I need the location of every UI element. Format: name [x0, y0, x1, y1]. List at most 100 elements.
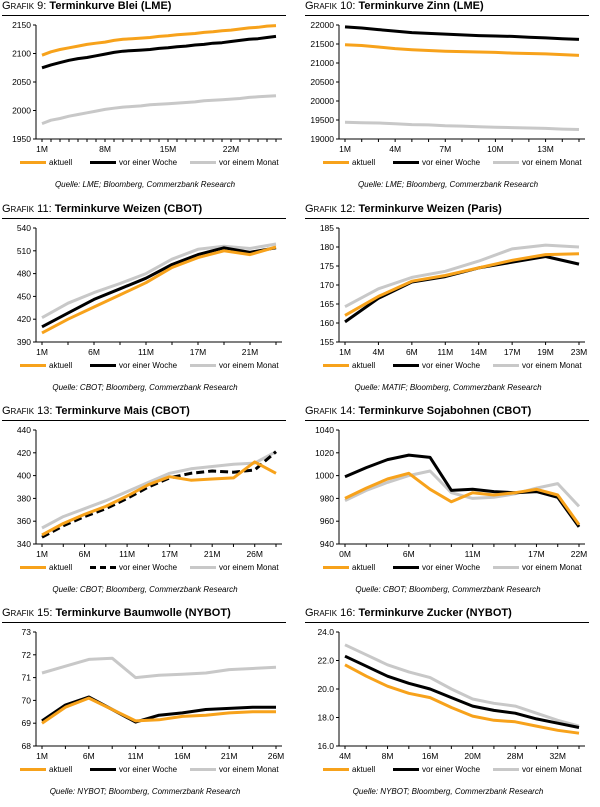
x-tick-label: 15M [160, 144, 177, 154]
legend-label: aktuell [352, 158, 376, 167]
series-line-current [41, 696, 276, 725]
y-tick-label: 360 [17, 516, 31, 526]
legend-label: vor einem Monat [219, 158, 279, 167]
title-rule [2, 622, 286, 623]
series-line-month [344, 643, 580, 728]
legend-item-week: vor einer Woche [90, 765, 177, 774]
y-tick-label: 22000 [310, 20, 334, 30]
x-tick-label: 1M [36, 347, 48, 357]
source-note: Quelle: LME; Bloomberg, Commerzbank Rese… [357, 180, 539, 189]
chart-panel: Grafik 16: Terminkurve Zucker (NYBOT) 16.… [303, 607, 593, 805]
legend-swatch [323, 768, 349, 772]
legend-swatch [393, 768, 419, 772]
series-line-current [41, 24, 277, 57]
legend-item-current: aktuell [323, 563, 375, 572]
legend-label: vor einer Woche [119, 158, 178, 167]
x-tick-label: 20M [464, 751, 481, 761]
y-tick-label: 440 [17, 425, 31, 435]
legend-swatch [90, 364, 116, 368]
x-tick-label: 16M [174, 751, 191, 761]
y-tick-label: 940 [320, 539, 334, 549]
x-tick-label: 11M [119, 549, 135, 559]
series-line-week [344, 453, 581, 528]
legend-swatch [323, 364, 349, 368]
y-tick-label: 72 [22, 650, 32, 660]
legend-label: vor einer Woche [422, 765, 481, 774]
title-rule [2, 420, 286, 421]
series-line-current [344, 471, 581, 526]
x-tick-label: 11M [128, 751, 144, 761]
legend-swatch [393, 161, 419, 165]
x-tick-label: 21M [221, 751, 238, 761]
x-tick-label: 6M [406, 347, 418, 357]
legend-label: vor einem Monat [522, 563, 582, 572]
legend-swatch [20, 768, 46, 772]
x-tick-label: 4M [389, 144, 401, 154]
chart-panel: Grafik 14: Terminkurve Sojabohnen (CBOT)… [303, 405, 593, 603]
legend-label: vor einem Monat [522, 361, 582, 370]
title-rule [305, 15, 589, 16]
chart-title: Grafik 11: Terminkurve Weizen (CBOT) [2, 203, 203, 215]
legend-item-current: aktuell [20, 361, 72, 370]
chart-title: Grafik 12: Terminkurve Weizen (Paris) [305, 203, 502, 215]
x-tick-label: 17M [504, 347, 521, 357]
y-tick-label: 480 [17, 269, 31, 279]
chart-plot: 16.0 18.0 20.0 22.0 24.0 4M 8M 16M 20M 28M 32M [317, 627, 585, 761]
x-tick-label: 32M [549, 751, 566, 761]
chart-plot: 940 960 980 1000 1020 1040 0M 6M 11M 17M 22M [315, 425, 587, 559]
legend-item-week: vor einer Woche [90, 158, 177, 167]
legend-label: vor einem Monat [522, 158, 582, 167]
legend-item-current: aktuell [323, 361, 375, 370]
y-tick-label: 160 [320, 318, 334, 328]
x-tick-label: 6M [88, 347, 100, 357]
y-tick-label: 2100 [12, 49, 31, 59]
legend-label: aktuell [49, 563, 73, 572]
series-line-current [41, 460, 277, 537]
x-tick-label: 8M [382, 751, 394, 761]
legend-swatch [493, 161, 519, 165]
legend-item-current: aktuell [20, 765, 72, 774]
legend-label: aktuell [352, 563, 376, 572]
legend: aktuell vor einer Woche vor einem Monat [303, 765, 593, 779]
legend-item-current: aktuell [20, 158, 72, 167]
y-tick-label: 21000 [310, 58, 334, 68]
legend-label: vor einer Woche [422, 158, 481, 167]
legend-swatch [90, 768, 116, 772]
chart-title: Grafik 10: Terminkurve Zinn (LME) [305, 0, 484, 12]
chart-panel: Grafik 15: Terminkurve Baumwolle (NYBOT)… [0, 607, 290, 805]
title-rule [2, 218, 286, 219]
x-tick-label: 6M [83, 751, 95, 761]
x-tick-label: 17M [190, 347, 207, 357]
x-tick-label: 21M [204, 549, 221, 559]
y-tick-label: 175 [320, 261, 334, 271]
x-tick-label: 1M [36, 144, 48, 154]
x-tick-label: 7M [439, 144, 451, 154]
chart-plot: 19000 19500 20000 20500 21000 21500 22000 1M 4M 7… [310, 20, 585, 154]
y-tick-label: 20000 [310, 96, 334, 106]
series-line-month [344, 243, 580, 309]
series-line-month [41, 656, 277, 680]
legend-label: vor einer Woche [119, 563, 178, 572]
x-tick-label: 4M [373, 347, 385, 357]
y-tick-label: 170 [320, 280, 334, 290]
y-tick-label: 73 [22, 627, 32, 637]
legend-label: vor einer Woche [422, 563, 481, 572]
y-tick-label: 20.0 [317, 684, 334, 694]
y-tick-label: 165 [320, 299, 334, 309]
legend-swatch [190, 161, 216, 165]
x-tick-label: 21M [242, 347, 259, 357]
y-tick-label: 980 [320, 493, 334, 503]
series-line-week [344, 25, 580, 41]
x-tick-label: 16M [422, 751, 439, 761]
y-tick-label: 68 [22, 741, 32, 751]
series-line-month [344, 120, 580, 131]
chart-panel: Grafik 10: Terminkurve Zinn (LME) 19000 19… [303, 0, 593, 198]
x-tick-label: 17M [528, 549, 545, 559]
x-tick-label: 11M [437, 347, 453, 357]
legend-label: vor einem Monat [219, 563, 279, 572]
legend-item-week: vor einer Woche [393, 361, 480, 370]
y-tick-label: 185 [320, 223, 334, 233]
chart-title: Grafik 13: Terminkurve Mais (CBOT) [2, 405, 190, 417]
series-line-week [41, 450, 277, 539]
legend-item-month: vor einem Monat [190, 158, 279, 167]
